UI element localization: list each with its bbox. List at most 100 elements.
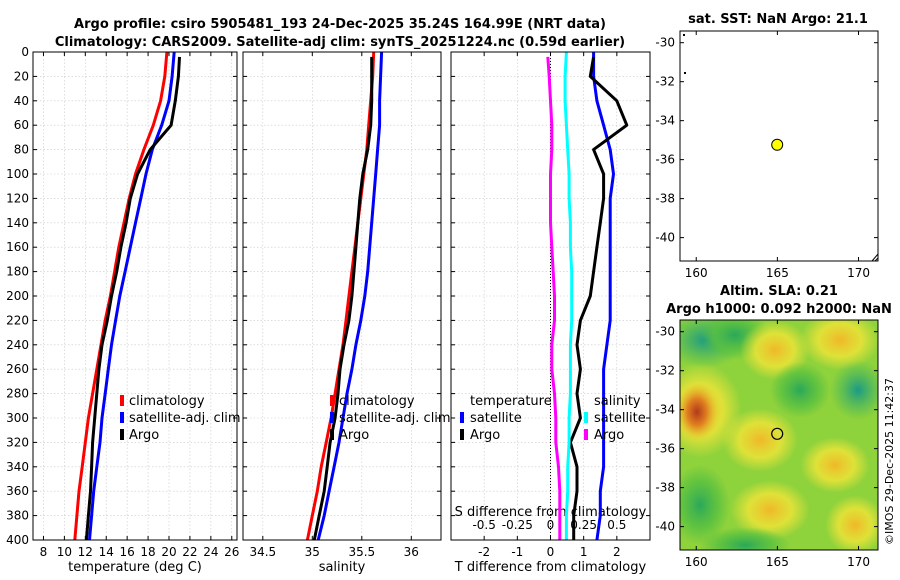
sla-map-axes: 160 165 170 -30 -32 -34 -36 -38 -40 (655, 320, 878, 569)
sst-argo-marker (771, 138, 784, 151)
sst-map-frame (679, 30, 879, 262)
sst-map-corner-coast (871, 253, 879, 262)
x-tick-label: 20 (161, 545, 176, 559)
x-tick-label: 12 (78, 545, 93, 559)
x2-axis-label: S difference from climatology (455, 505, 647, 520)
sla-map: Altim. SLA: 0.21 Argo h1000: 0.092 h2000… (655, 284, 891, 569)
figure-title-line2: Climatology: CARS2009. Satellite-adj cli… (55, 35, 625, 50)
series-line-satellite-adj-clim (316, 51, 384, 541)
legend-label: Argo (470, 428, 500, 443)
y-tick-label: 260 (6, 362, 29, 376)
x-tick-label: 26 (224, 545, 239, 559)
legend-label: satellite (470, 411, 522, 426)
series-line-climatology (305, 51, 376, 541)
map-x-tick-label: 165 (766, 266, 789, 280)
x-tick-label: -1 (511, 545, 523, 559)
legend-swatch (460, 429, 464, 440)
map-x-tick-label: 170 (847, 266, 870, 280)
y-tick-label: 180 (6, 265, 29, 279)
sla-map-subtitle: Argo h1000: 0.092 h2000: NaN (666, 302, 892, 317)
y-tick-label: 320 (6, 435, 29, 449)
y-tick-label: 240 (6, 338, 29, 352)
y-tick-label: 0 (21, 45, 29, 59)
salinity-panel: 34.5 35 35.5 36 salinity climatology satellite… (242, 51, 451, 575)
legend-label: Argo (339, 428, 369, 443)
map-x-tick-label: 160 (685, 266, 708, 280)
sst-map: sat. SST: NaN Argo: 21.1 160 165 170 -30 -32… (655, 12, 879, 280)
x-tick-label: 24 (203, 545, 218, 559)
differences-frame (450, 51, 651, 541)
sla-field-blob (722, 408, 798, 472)
map-y-tick-label: -38 (655, 192, 675, 206)
legend-swatch (120, 412, 124, 423)
legend-label: Argo (594, 428, 624, 443)
legend-heading: temperature (470, 394, 552, 409)
y-tick-label: 220 (6, 313, 29, 327)
sla-warm-eddy (680, 382, 719, 442)
x-tick-label: 22 (182, 545, 197, 559)
map-x-tick-label: 160 (685, 555, 708, 569)
map-y-tick-label: -32 (655, 364, 675, 378)
sla-heatmap (680, 320, 878, 550)
y-tick-label: 360 (6, 484, 29, 498)
map-x-tick-label: 165 (766, 555, 789, 569)
x-tick-label: 36 (404, 545, 419, 559)
map-y-tick-label: -34 (655, 403, 675, 417)
map-x-tick-label: 170 (847, 555, 870, 569)
legend-label: climatology (339, 394, 415, 409)
salinity-frame (242, 51, 442, 541)
sla-map-frame (679, 319, 879, 551)
legend-swatch (584, 429, 588, 440)
series-line-satellite-adj-clim (88, 51, 176, 541)
sla-argo-marker (771, 427, 784, 440)
legend-label: satellite-adj. clim (339, 411, 451, 426)
sst-map-speck (683, 34, 685, 36)
x2-tick-label: 0.25 (570, 518, 597, 532)
y-tick-label: 20 (14, 69, 29, 83)
x-axis-label: T difference from climatology (454, 560, 647, 575)
legend-heading: salinity (594, 394, 641, 409)
y-tick-label: 40 (14, 94, 29, 108)
x-tick-label: 35.5 (348, 545, 375, 559)
map-y-tick-label: -34 (655, 114, 675, 128)
x-tick-label: 34.5 (249, 545, 276, 559)
legend-swatch (120, 395, 124, 406)
y-tick-label: 200 (6, 289, 29, 303)
map-y-tick-label: -40 (655, 520, 675, 534)
sla-field-blob (825, 495, 878, 550)
x-tick-label: 0 (547, 545, 555, 559)
sst-map-title: sat. SST: NaN Argo: 21.1 (688, 12, 868, 27)
sla-field-blob (680, 465, 730, 545)
x2-tick-label: -0.5 (472, 518, 495, 532)
x-axis-label: salinity (319, 560, 366, 575)
y-tick-label: 300 (6, 411, 29, 425)
x-tick-label: 18 (140, 545, 155, 559)
temperature-panel: 8 10 12 14 16 18 20 22 24 26020406080100120140160… (6, 45, 241, 575)
x-tick-label: 8 (40, 545, 48, 559)
legend-swatch (330, 429, 334, 440)
x-tick-label: 1 (580, 545, 588, 559)
sla-field-blob (730, 480, 810, 540)
legend-swatch (330, 412, 334, 423)
sst-map-speck (684, 72, 686, 74)
y-tick-label: 160 (6, 240, 29, 254)
x-tick-label: -2 (478, 545, 490, 559)
sla-field-blob (830, 360, 878, 420)
legend-label: satellite-adj. clim (129, 411, 241, 426)
y-tick-label: 120 (6, 191, 29, 205)
y-tick-label: 280 (6, 387, 29, 401)
sla-field-blob (700, 527, 790, 550)
series-line-t-satellite (592, 52, 615, 541)
y-tick-label: 380 (6, 509, 29, 523)
y-tick-label: 400 (6, 533, 29, 547)
figure-title-line1: Argo profile: csiro 5905481_193 24-Dec-2… (74, 17, 606, 32)
difference-panel: -2 -1 0 1 2 -0.5 -0.25 0 0.25 0.5S difference fro… (450, 51, 651, 575)
x2-tick-label: -0.25 (502, 518, 533, 532)
y-tick-label: 60 (14, 118, 29, 132)
map-y-tick-label: -38 (655, 481, 675, 495)
imos-credit: ©IMOS 29-Dec-2025 11:42:37 (883, 378, 896, 545)
map-y-tick-label: -36 (655, 153, 675, 167)
x-tick-label: 10 (57, 545, 72, 559)
map-y-tick-label: -30 (655, 325, 675, 339)
